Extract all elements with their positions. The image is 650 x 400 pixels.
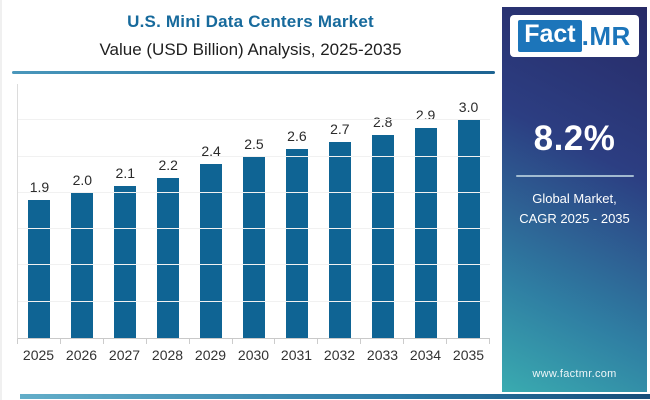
x-axis-label: 2027 (108, 347, 141, 363)
axis-tick (61, 339, 104, 344)
axis-tick (275, 339, 319, 344)
axis-tick (447, 339, 490, 344)
bar-slot: 2.7 (318, 84, 361, 338)
x-axis-label: 2033 (366, 347, 399, 363)
bar-value-label: 2.2 (158, 157, 178, 174)
bar-2030 (242, 156, 265, 338)
bar-value-label: 2.5 (244, 135, 264, 152)
bar-value-label: 2.7 (330, 121, 350, 138)
bottom-accent-strip (20, 394, 650, 399)
x-axis-ticks (17, 339, 490, 344)
bar-value-label: 2.0 (72, 171, 93, 188)
bar-slot: 2.9 (404, 84, 447, 338)
bar-2027 (114, 185, 137, 338)
bar-2034 (414, 127, 437, 338)
gridline (18, 300, 490, 302)
bar-slot: 2.6 (275, 84, 318, 338)
cagr-value: 8.2% (533, 119, 616, 158)
website-url: www.factmr.com (532, 368, 617, 380)
bar-2032 (328, 142, 351, 338)
x-axis-label: 2028 (151, 347, 184, 363)
x-axis-label: 2030 (237, 347, 270, 363)
bar-slot: 2.8 (361, 84, 404, 338)
gridline (18, 191, 490, 193)
x-axis-label: 2032 (323, 347, 356, 363)
bar-value-label: 1.9 (29, 179, 50, 196)
x-axis-label: 2035 (452, 347, 485, 363)
logo-fact-text: Fact (518, 19, 582, 53)
chart-header: U.S. Mini Data Centers Market Value (USD… (2, 0, 499, 60)
axis-tick (190, 339, 233, 344)
axis-tick (17, 339, 61, 344)
bar-slot: 2.1 (104, 84, 147, 338)
stat-divider (515, 175, 634, 177)
x-axis-label: 2025 (22, 347, 55, 363)
cagr-caption: Global Market, CAGR 2025 - 2035 (502, 189, 647, 228)
bar-value-label: 3.0 (458, 99, 479, 116)
gridline (18, 119, 490, 121)
axis-tick (318, 339, 362, 344)
gridline (18, 264, 490, 266)
bar-2025 (28, 200, 51, 338)
bar-2033 (371, 134, 394, 338)
gridline (18, 155, 490, 157)
bar-value-label: 2.8 (372, 113, 393, 130)
bar-2028 (157, 178, 180, 338)
bar-slot: 2.5 (233, 84, 276, 338)
bar-2029 (200, 163, 223, 338)
title-divider (12, 71, 495, 74)
cagr-caption-line1: Global Market, (532, 191, 617, 206)
bar-value-label: 2.4 (201, 142, 221, 159)
axis-tick (104, 339, 147, 344)
factmr-logo: Fact .MR (510, 15, 639, 57)
bar-slot: 1.9 (18, 84, 61, 338)
chart-panel: U.S. Mini Data Centers Market Value (USD… (2, 0, 499, 400)
bar-chart: 1.9 2.0 2.1 2.2 2.4 2.5 2.6 2.7 2.8 2.9 3.0 2025 20… (17, 84, 490, 363)
x-axis-label: 2026 (65, 347, 98, 363)
bar-value-label: 2.1 (115, 164, 135, 181)
bar-2031 (285, 149, 308, 338)
axis-tick (404, 339, 448, 344)
axis-tick (361, 339, 405, 344)
sidebar: Fact .MR 8.2% Global Market, CAGR 2025 -… (502, 7, 647, 392)
bar-slot: 2.4 (190, 84, 233, 338)
bar-slot: 2.2 (147, 84, 190, 338)
logo-mr-text: .MR (581, 20, 631, 51)
gridline (18, 228, 490, 230)
axis-tick (233, 339, 276, 344)
bar-value-label: 2.9 (415, 106, 436, 123)
bar-value-label: 2.6 (287, 128, 307, 145)
x-axis-label: 2034 (409, 347, 442, 363)
x-axis-label: 2031 (280, 347, 313, 363)
chart-title: U.S. Mini Data Centers Market (127, 12, 374, 31)
plot-area: 1.9 2.0 2.1 2.2 2.4 2.5 2.6 2.7 2.8 2.9 3.0 (17, 84, 490, 339)
axis-tick (147, 339, 190, 344)
x-axis-label: 2029 (194, 347, 227, 363)
chart-subtitle: Value (USD Billion) Analysis, 2025-2035 (99, 40, 402, 59)
x-axis-labels: 2025 2026 2027 2028 2029 2030 2031 2032 2033 2034… (17, 347, 490, 363)
cagr-caption-line2: CAGR 2025 - 2035 (519, 210, 630, 226)
